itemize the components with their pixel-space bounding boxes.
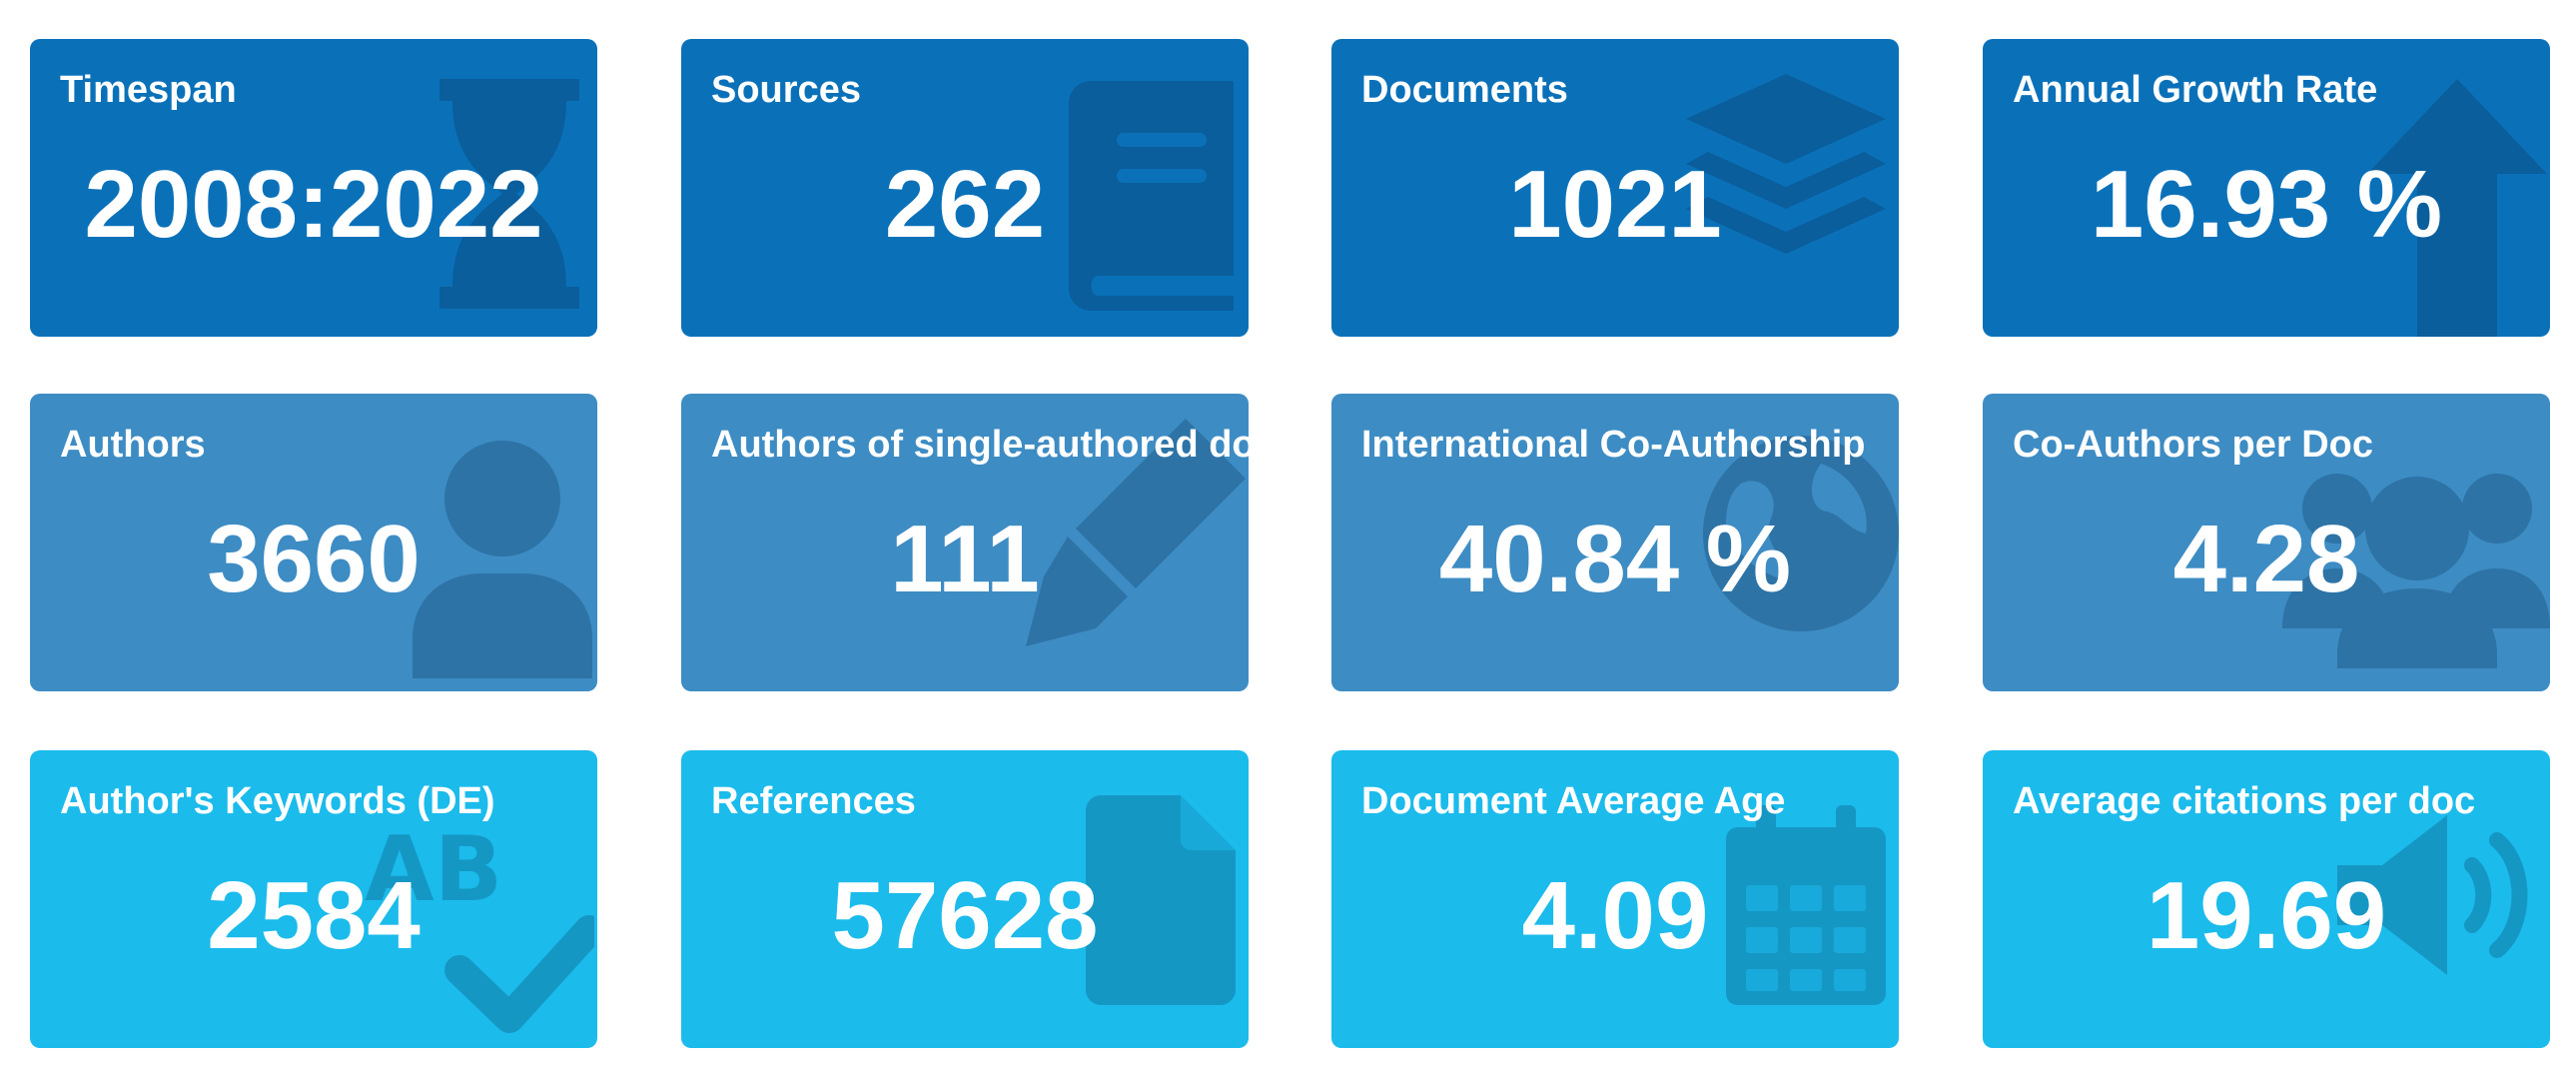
card-timespan: Timespan 2008:2022 [30,39,597,337]
card-label: Co-Authors per Doc [2013,424,2373,466]
card-value: 19.69 [2146,862,2387,969]
card-label: Sources [711,69,861,111]
card-value: 16.93 % [2090,151,2443,258]
hourglass-icon [439,79,579,309]
card-documents: Documents 1021 [1331,39,1899,337]
card-value: 57628 [831,862,1099,969]
card-value: 262 [884,151,1046,258]
card-label: Authors of single-authored docs [711,424,1249,466]
file-icon [1086,795,1236,1005]
pen-icon [1026,419,1246,646]
card-value: 4.09 [1521,862,1709,969]
card-value: 1021 [1508,151,1722,258]
card-label: References [711,780,916,822]
book-icon [1069,81,1234,311]
calendar-icon [1726,805,1886,1005]
card-value: 3660 [207,506,421,612]
card-value: 40.84 % [1438,506,1792,612]
card-authors: Authors 3660 [30,394,597,691]
card-label: Timespan [60,69,237,111]
card-co-authors-per-doc: Co-Authors per Doc 4.28 [1983,394,2550,691]
card-authors-single-authored: Authors of single-authored docs 111 [681,394,1249,691]
card-value: 4.28 [2172,506,2360,612]
svg-text:AB: AB [365,820,502,922]
user-icon [413,441,592,678]
card-authors-keywords: AB Author's Keywords (DE) 2584 [30,750,597,1048]
spell-check-icon: AB [365,820,594,1033]
card-average-citations-per-doc: Average citations per doc 19.69 [1983,750,2550,1048]
card-international-co-authorship: International Co-Authorship 40.84 % [1331,394,1899,691]
card-label: Document Average Age [1361,780,1786,822]
card-label: Average citations per doc [2013,780,2476,822]
arrow-up-icon [2367,79,2547,337]
card-label: Authors [60,424,206,466]
card-annual-growth-rate: Annual Growth Rate 16.93 % [1983,39,2550,337]
globe-icon [1703,436,1899,631]
volume-icon [2337,815,2528,975]
card-label: Annual Growth Rate [2013,69,2378,111]
card-value: 2008:2022 [84,151,543,258]
users-icon [2282,474,2550,668]
card-label: Author's Keywords (DE) [60,780,495,822]
card-document-average-age: Document Average Age 4.09 [1331,750,1899,1048]
card-label: Documents [1361,69,1568,111]
card-value: 111 [890,506,1040,612]
card-label: International Co-Authorship [1361,424,1866,466]
layers-icon [1686,74,1886,254]
card-value: 2584 [207,862,421,969]
card-sources: Sources 262 [681,39,1249,337]
card-references: References 57628 [681,750,1249,1048]
